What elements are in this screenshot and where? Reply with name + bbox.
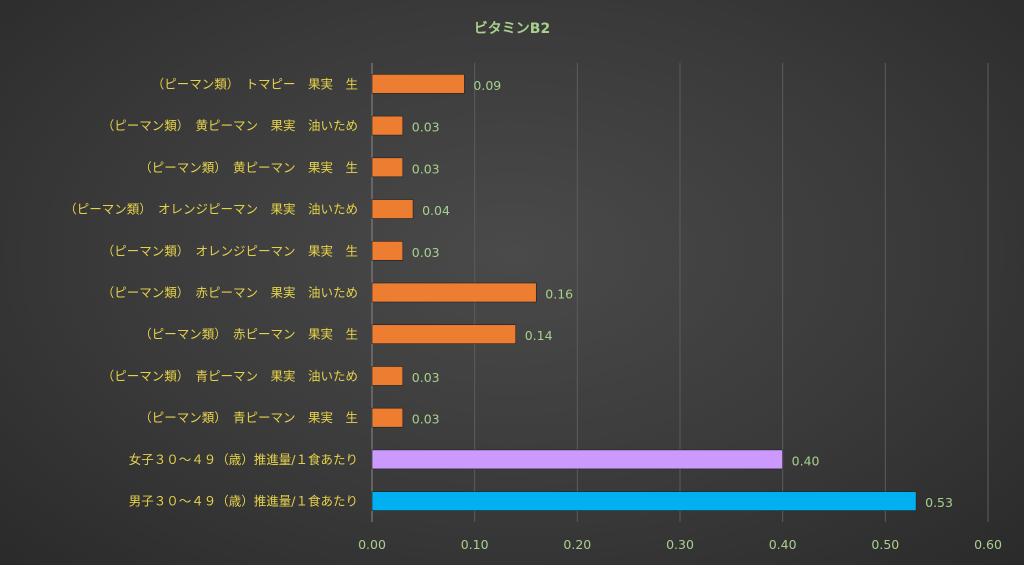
x-axis-ticks: 0.00 0.10 0.20 0.30 0.40 0.50 0.60 (358, 537, 1002, 552)
data-label: 0.03 (412, 120, 440, 135)
bar (371, 74, 465, 94)
x-tick-label: 0.20 (563, 537, 591, 552)
category-label: （ピーマン類） 赤ピーマン 果実 油いため (102, 285, 358, 300)
data-labels: 0.09 0.03 0.03 0.04 0.03 0.16 0.14 0.03 0.03 0.40… (412, 78, 953, 510)
category-label: （ピーマン類） 青ピーマン 果実 生 (139, 410, 358, 425)
category-label: （ピーマン類） 黄ピーマン 果実 生 (139, 160, 358, 175)
bar (371, 491, 917, 511)
bar (371, 240, 404, 261)
bar (371, 199, 414, 219)
x-tick-label: 0.60 (974, 537, 1002, 552)
x-tick-label: 0.00 (358, 537, 386, 552)
data-label: 0.03 (412, 370, 440, 385)
bar (371, 157, 404, 178)
data-label: 0.03 (412, 412, 440, 427)
x-tick-label: 0.30 (666, 537, 694, 552)
bars (371, 74, 917, 511)
data-label: 0.09 (473, 78, 501, 93)
data-label: 0.14 (525, 328, 553, 343)
data-label: 0.03 (412, 245, 440, 260)
category-labels: （ピーマン類） トマピー 果実 生 （ピーマン類） 黄ピーマン 果実 油いため （ピ… (64, 76, 358, 508)
category-label: 女子３０～４９（歳）推進量/１食あたり (129, 452, 358, 467)
category-label: （ピーマン類） トマピー 果実 生 (152, 76, 358, 91)
category-label: （ピーマン類） 赤ピーマン 果実 生 (139, 327, 358, 342)
data-label: 0.03 (412, 161, 440, 176)
bar (371, 449, 783, 470)
x-tick-label: 0.10 (461, 537, 489, 552)
data-label: 0.04 (422, 203, 450, 218)
gridlines (371, 63, 989, 522)
data-label: 0.40 (792, 453, 820, 468)
data-label: 0.16 (545, 287, 573, 302)
category-label: （ピーマン類） 青ピーマン 果実 油いため (102, 368, 358, 383)
bar (371, 366, 404, 386)
category-label: （ピーマン類） 黄ピーマン 果実 油いため (102, 118, 358, 133)
category-label: （ピーマン類） オレンジピーマン 果実 生 (102, 243, 358, 258)
data-label: 0.53 (925, 495, 953, 510)
bar (371, 324, 517, 345)
chart-title: ビタミンB2 (474, 21, 550, 37)
category-label: 男子３０～４９（歳）推進量/１食あたり (129, 494, 358, 509)
x-tick-label: 0.50 (871, 537, 899, 552)
bar (371, 282, 537, 303)
bar (371, 407, 404, 428)
bar (371, 115, 404, 136)
category-label: （ピーマン類） オレンジピーマン 果実 油いため (64, 202, 358, 217)
x-tick-label: 0.40 (769, 537, 797, 552)
